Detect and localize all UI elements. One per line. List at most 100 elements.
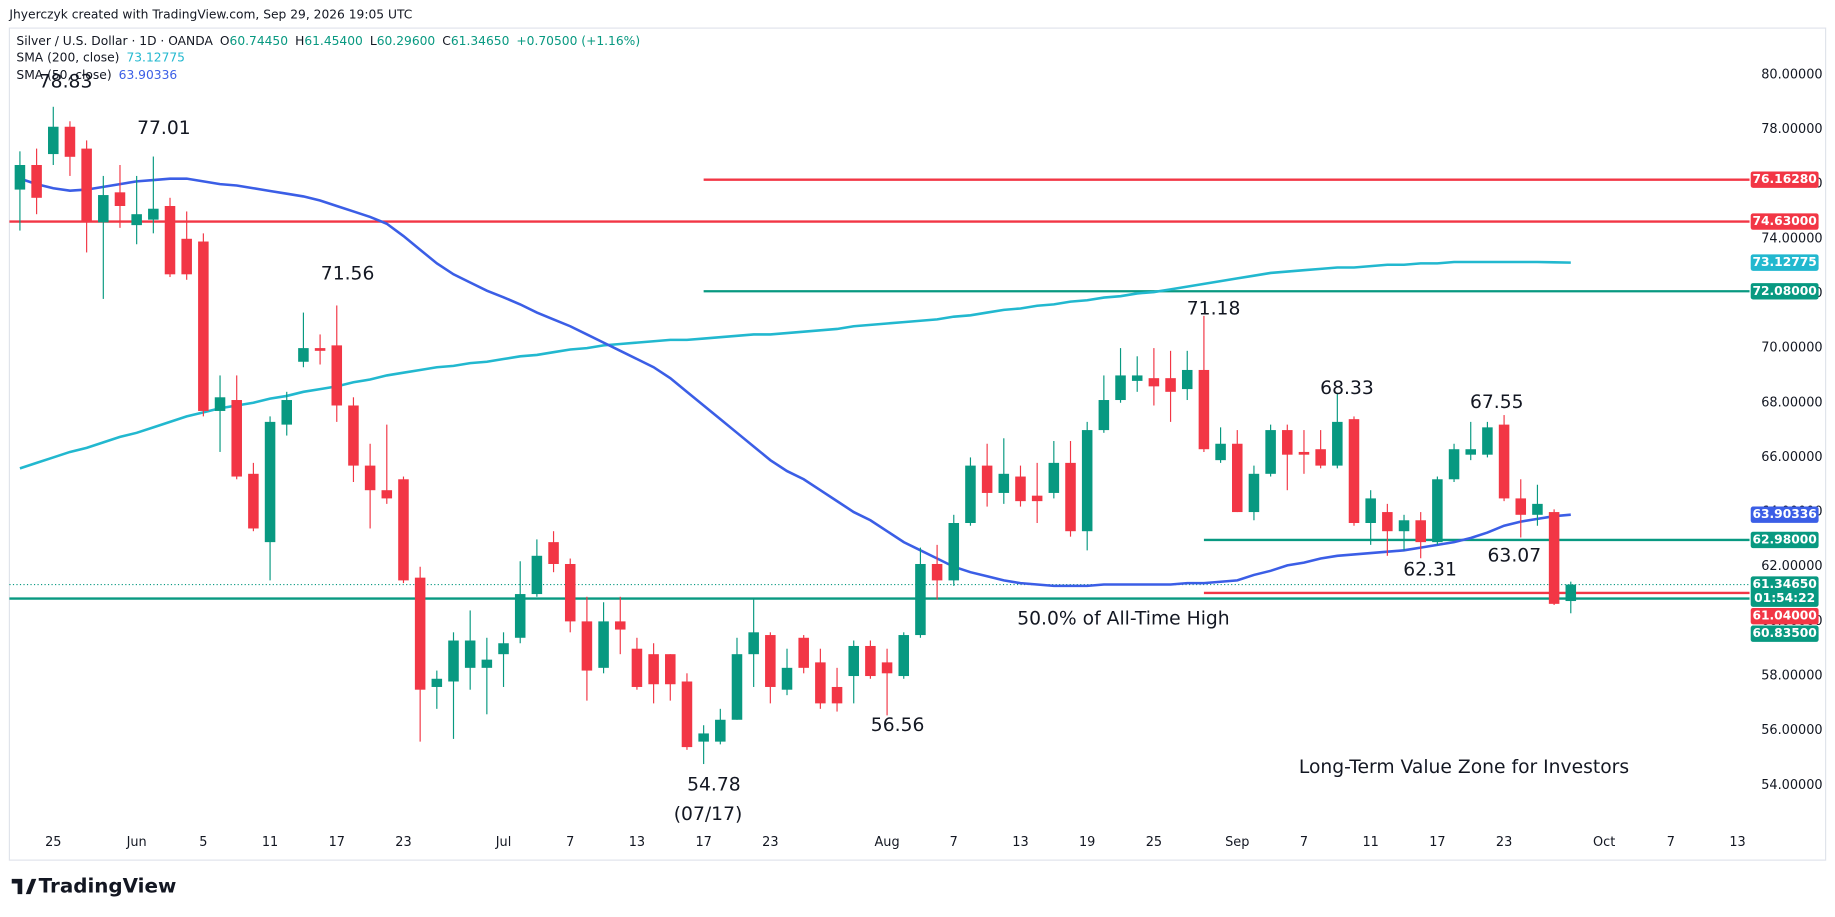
candle-body — [281, 400, 293, 425]
candle-body — [881, 662, 893, 674]
candle-body — [1465, 449, 1476, 455]
candle-body — [114, 192, 126, 206]
footer-logo: TradingView — [11, 875, 176, 898]
candle-body — [1148, 378, 1160, 387]
chart-frame — [8, 27, 1827, 861]
candle-body — [648, 654, 659, 685]
candle-body — [464, 640, 476, 668]
candle-body — [414, 577, 426, 690]
price-badge-label: 73.12775 — [1752, 255, 1816, 269]
indicator-value: 73.12775 — [126, 50, 185, 64]
x-tick-label: 11 — [1362, 835, 1378, 850]
symbol: Silver / U.S. Dollar · 1D · OANDA — [16, 33, 213, 47]
x-tick-label: Jul — [495, 835, 512, 850]
candle-body — [831, 686, 843, 704]
candle-body — [531, 555, 543, 595]
price-badge-label: 62.98000 — [1752, 532, 1816, 546]
price-annotation: 77.01 — [137, 118, 191, 139]
y-tick-label: 80.00000 — [1761, 67, 1822, 82]
candle-body — [248, 473, 259, 529]
candle-body — [48, 126, 59, 155]
price-badge-label: 72.08000 — [1752, 284, 1816, 298]
candle-body — [131, 214, 142, 226]
candle-body — [431, 678, 443, 687]
ohlc-key: L — [370, 33, 377, 47]
indicator-legend: SMA (50, close) 63.90336 — [16, 67, 177, 81]
y-tick-label: 56.00000 — [1761, 723, 1822, 738]
candle-body — [1282, 430, 1293, 455]
x-tick-label: Sep — [1225, 835, 1249, 850]
candle-body — [1165, 378, 1176, 392]
x-tick-label: 19 — [1079, 835, 1095, 850]
candle-body — [1315, 449, 1326, 466]
price-badge-label: 63.90336 — [1752, 507, 1816, 521]
x-tick-label: 5 — [199, 835, 207, 850]
candle-body — [765, 635, 776, 687]
candle-body — [1448, 449, 1460, 480]
candle-body — [981, 465, 993, 493]
candle-body — [815, 662, 826, 704]
candle-body — [965, 465, 976, 524]
price-badge-label: 01:54:22 — [1754, 591, 1815, 605]
candle-body — [264, 421, 276, 543]
x-tick-label: 23 — [762, 835, 778, 850]
candle-body — [798, 637, 809, 668]
x-tick-label: 13 — [1012, 835, 1028, 850]
y-tick-label: 66.00000 — [1761, 450, 1822, 465]
candle-body — [31, 165, 42, 198]
credit: Jhyerczyk created with TradingView.com, … — [8, 8, 412, 22]
price-annotation: 54.78 — [687, 775, 741, 796]
candle-body — [631, 648, 643, 687]
candle-body — [931, 563, 943, 581]
candle-body — [1365, 498, 1376, 524]
ohlc-key: H — [295, 33, 304, 47]
candle-body — [848, 645, 859, 677]
candle-body — [681, 681, 693, 748]
candle-body — [781, 667, 793, 690]
candle-body — [1532, 503, 1543, 515]
price-annotation: 71.18 — [1187, 298, 1241, 319]
x-tick-label: 13 — [629, 835, 645, 850]
price-badge — [1750, 576, 1819, 607]
ohlc-value: 61.45400 — [304, 33, 363, 47]
candle-body — [148, 208, 159, 220]
ohlc-key: O — [220, 33, 230, 47]
sma-line — [19, 260, 1571, 470]
candle-body — [1432, 479, 1443, 543]
x-tick-label: 17 — [695, 835, 711, 850]
y-tick-label: 58.00000 — [1761, 669, 1822, 684]
candle-body — [481, 659, 493, 668]
candle-body — [548, 542, 559, 564]
candle-body — [1048, 462, 1060, 493]
candle-body — [1332, 421, 1343, 466]
x-tick-label: 11 — [262, 835, 278, 850]
x-tick-label: 25 — [1146, 835, 1162, 850]
price-annotation: 71.56 — [321, 263, 375, 284]
candle-body — [231, 400, 242, 477]
candle-body — [1548, 512, 1560, 604]
x-tick-label: Oct — [1593, 835, 1615, 850]
candle-body — [1198, 369, 1210, 450]
price-annotation: 63.07 — [1488, 545, 1542, 566]
candle-body — [14, 165, 26, 190]
price-badge — [1750, 531, 1819, 549]
x-tick-label: 7 — [1667, 835, 1675, 850]
ohlc-value: 60.74450 — [230, 33, 289, 47]
candle-body — [498, 643, 509, 655]
x-tick-label: 7 — [950, 835, 958, 850]
indicator-legend: SMA (200, close) 73.12775 — [16, 50, 185, 64]
candle-body — [1015, 476, 1026, 502]
candle-body — [1498, 424, 1510, 499]
y-tick-label: 54.00000 — [1761, 778, 1822, 793]
price-badge — [1750, 283, 1819, 300]
candle-body — [1382, 512, 1393, 532]
text-annotation: Long-Term Value Zone for Investors — [1299, 757, 1629, 778]
candle-body — [865, 645, 876, 677]
candle-body — [998, 473, 1010, 493]
candle-body — [514, 594, 526, 638]
symbol-legend: Silver / U.S. Dollar · 1D · OANDA O60.744… — [16, 33, 640, 47]
candle-body — [1131, 375, 1143, 381]
indicator-value: 63.90336 — [119, 67, 178, 81]
